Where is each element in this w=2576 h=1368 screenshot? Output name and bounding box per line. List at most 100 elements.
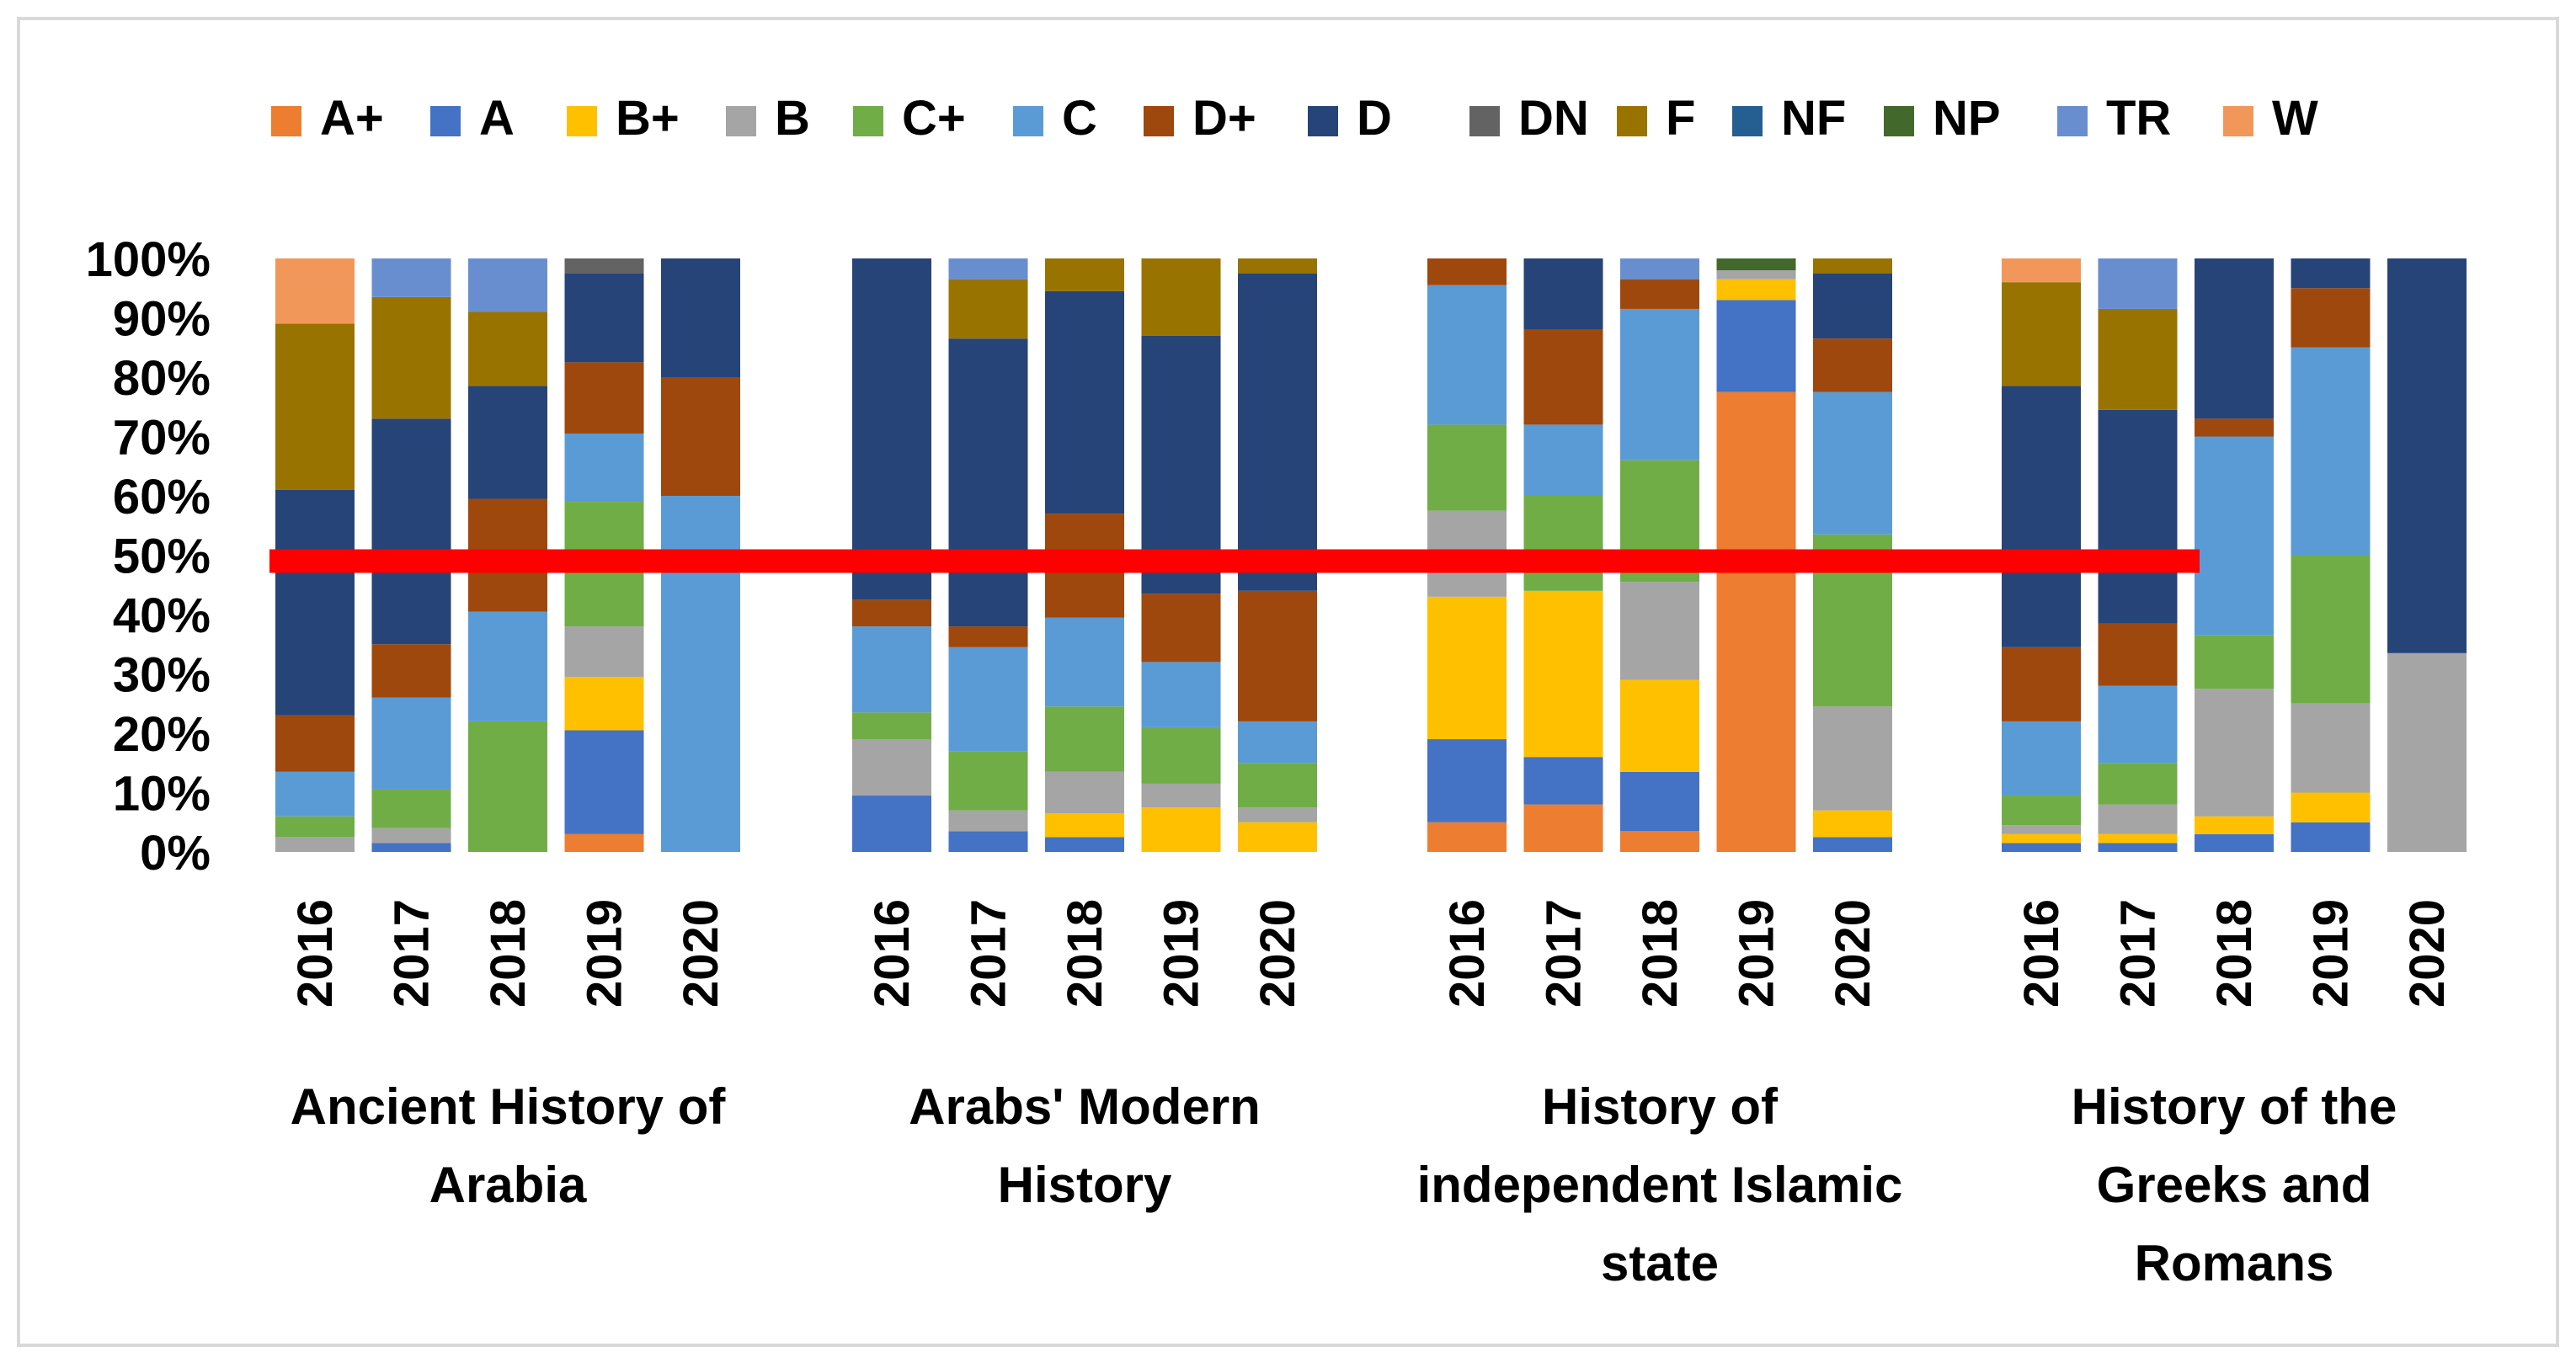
group-label-line: independent Islamic bbox=[1417, 1157, 1903, 1213]
bar-segment-d-plus bbox=[275, 715, 355, 772]
bar-segment-d bbox=[468, 386, 547, 499]
bar-segment-b bbox=[1620, 582, 1699, 680]
y-tick-label: 50% bbox=[113, 530, 211, 584]
legend-label-a: A bbox=[479, 91, 515, 146]
bar-segment-d-plus bbox=[2291, 288, 2371, 348]
legend-label-tr: TR bbox=[2106, 91, 2171, 146]
bar-segment-b bbox=[2002, 825, 2081, 834]
bar-segment-d-plus bbox=[2195, 418, 2274, 437]
y-tick-label: 40% bbox=[113, 588, 211, 643]
y-tick-label: 70% bbox=[113, 411, 211, 466]
y-tick-label: 30% bbox=[113, 648, 211, 703]
legend-label-d-plus: D+ bbox=[1192, 91, 1256, 146]
bar-segment-a bbox=[1045, 837, 1124, 852]
bar-segment-b bbox=[2098, 804, 2178, 834]
legend-label-f: F bbox=[1666, 91, 1695, 146]
x-tick-label-year: 2020 bbox=[674, 899, 728, 1008]
bar-segment-c-plus bbox=[2002, 796, 2081, 826]
legend-label-nf: NF bbox=[1781, 91, 1846, 146]
legend-label-w: W bbox=[2272, 91, 2318, 146]
bar-segment-c-plus bbox=[1238, 763, 1317, 808]
bar-segment-b bbox=[1813, 706, 1892, 811]
x-tick-label-year: 2016 bbox=[1440, 899, 1495, 1008]
legend-swatch-dn bbox=[1469, 106, 1500, 136]
x-tick-label-year: 2018 bbox=[1058, 899, 1112, 1008]
bar-segment-b-plus bbox=[1427, 596, 1507, 740]
bar-segment-a bbox=[2291, 822, 2371, 852]
bar-segment-c bbox=[468, 611, 547, 721]
bar-segment-b bbox=[1045, 771, 1124, 814]
bar-segment-c-plus bbox=[1427, 424, 1507, 511]
x-tick-label-year: 2017 bbox=[962, 899, 1016, 1008]
bar-segment-d bbox=[275, 489, 355, 716]
bar-segment-f bbox=[1238, 258, 1317, 274]
bar-segment-b-plus bbox=[2098, 833, 2178, 844]
bar-segment-c-plus bbox=[371, 789, 451, 828]
bar-segment-a bbox=[948, 831, 1028, 852]
bar-segment-d-plus bbox=[2002, 647, 2081, 721]
bar-segment-c bbox=[1427, 285, 1507, 425]
legend-label-c-plus: C+ bbox=[902, 91, 966, 146]
bar-segment-f bbox=[371, 296, 451, 419]
legend: A+ A B+ B C+ C D+ D DN F NF NP TR W bbox=[271, 91, 2318, 146]
bar-segment-d bbox=[1523, 258, 1603, 330]
x-tick-label-year: 2020 bbox=[1826, 899, 1880, 1008]
bar-segment-d-plus bbox=[1620, 279, 1699, 309]
bar-segment-a-plus bbox=[1716, 391, 1796, 852]
bar-segment-c bbox=[852, 626, 931, 713]
bar-segment-c bbox=[1045, 617, 1124, 707]
bar-segment-b bbox=[371, 828, 451, 844]
group-label-line: Greeks and bbox=[2097, 1157, 2372, 1213]
bar-segment-b bbox=[2291, 703, 2371, 793]
bar-segment-a bbox=[371, 843, 451, 852]
y-tick-label: 80% bbox=[113, 351, 211, 406]
legend-swatch-b bbox=[726, 106, 756, 136]
bar-segment-b-plus bbox=[1238, 822, 1317, 852]
bar-segment-c-plus bbox=[852, 712, 931, 740]
y-tick-label: 90% bbox=[113, 292, 211, 347]
bar-segment-a bbox=[2098, 843, 2178, 852]
bar-segment-d bbox=[2291, 258, 2371, 289]
bar-segment-d-plus bbox=[1427, 258, 1507, 285]
bar-segment-b-plus bbox=[1045, 813, 1124, 838]
bar-segment-a bbox=[564, 730, 644, 834]
y-tick-label: 20% bbox=[113, 707, 211, 762]
bar-segment-b bbox=[275, 837, 355, 852]
bar-segment-d-plus bbox=[564, 362, 644, 434]
y-axis: 0%10%20%30%40%50% 60%70%80%90%100% bbox=[86, 232, 211, 881]
x-tick-label-year: 2020 bbox=[1251, 899, 1305, 1008]
bar-segment-c bbox=[1141, 662, 1221, 727]
bar-segment-b-plus bbox=[1141, 807, 1221, 852]
x-tick-label-year: 2017 bbox=[385, 899, 440, 1008]
bar-segment-c-plus bbox=[275, 816, 355, 838]
bar-segment-c bbox=[1523, 424, 1603, 496]
bar-segment-b bbox=[852, 739, 931, 796]
legend-label-dn: DN bbox=[1518, 91, 1589, 146]
bar-segment-w bbox=[2002, 258, 2081, 283]
group-label-line: History of bbox=[1542, 1078, 1779, 1135]
bar-segment-f bbox=[2098, 308, 2178, 410]
bar-segment-a bbox=[2195, 833, 2274, 852]
bar-segment-c bbox=[371, 697, 451, 790]
x-tick-label-year: 2018 bbox=[2207, 899, 2262, 1008]
bar-segment-b bbox=[948, 810, 1028, 832]
bar-segment-c-plus bbox=[2098, 763, 2178, 805]
bar-segment-f bbox=[1141, 258, 1221, 336]
x-tick-label-year: 2016 bbox=[288, 899, 343, 1008]
y-tick-label: 60% bbox=[113, 470, 211, 524]
bar-segment-tr bbox=[1620, 258, 1699, 279]
legend-swatch-a bbox=[430, 106, 461, 136]
bars bbox=[275, 258, 2467, 852]
bar-segment-c-plus bbox=[2195, 635, 2274, 689]
bar-segment-d-plus bbox=[371, 644, 451, 698]
group-label-line: History of the bbox=[2072, 1078, 2397, 1135]
legend-swatch-b-plus bbox=[567, 106, 597, 136]
x-tick-label-year: 2019 bbox=[1155, 899, 1209, 1008]
bar-segment-f bbox=[468, 311, 547, 386]
bar-segment-c bbox=[564, 433, 644, 503]
bar-segment-tr bbox=[371, 258, 451, 297]
bar-segment-b bbox=[1238, 807, 1317, 822]
x-tick-label-year: 2016 bbox=[2014, 899, 2069, 1008]
bar-segment-a bbox=[852, 796, 931, 852]
